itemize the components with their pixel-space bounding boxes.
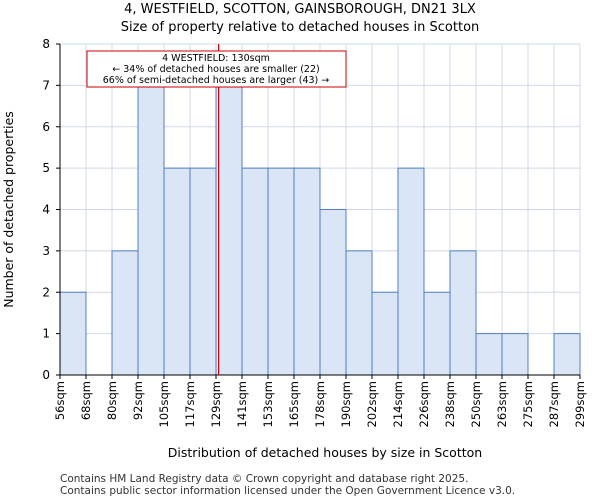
x-tick-label: 190sqm — [339, 381, 353, 427]
annotation-box: 4 WESTFIELD: 130sqm ← 34% of detached ho… — [86, 50, 347, 88]
annotation-line-2: ← 34% of detached houses are smaller (22… — [112, 64, 319, 75]
y-tick-label: 1 — [42, 327, 50, 341]
bars — [59, 84, 581, 376]
x-tick-label: 129sqm — [209, 381, 223, 427]
bar — [501, 333, 529, 376]
annotation-rect — [86, 50, 347, 88]
chart-title: 4, WESTFIELD, SCOTTON, GAINSBOROUGH, DN2… — [124, 2, 476, 17]
y-tick-label: 0 — [42, 368, 50, 382]
x-tick-label: 56sqm — [53, 381, 67, 420]
y-axis: 0 1 2 3 4 5 6 7 8 — [42, 37, 60, 382]
bar — [111, 250, 139, 376]
annotation-line-3: 66% of semi-detached houses are larger (… — [103, 75, 330, 86]
bar — [293, 167, 321, 376]
bar — [189, 167, 217, 376]
x-tick-label: 250sqm — [469, 381, 483, 427]
bar — [553, 333, 581, 376]
bar — [319, 209, 347, 376]
x-tick-label: 80sqm — [105, 381, 119, 420]
y-tick-label: 3 — [42, 244, 50, 258]
bar — [475, 333, 503, 376]
bar — [397, 167, 425, 376]
x-tick-label: 153sqm — [261, 381, 275, 427]
x-tick-label: 263sqm — [495, 381, 509, 427]
x-tick-label: 165sqm — [287, 381, 301, 427]
bar — [371, 291, 399, 376]
bar — [241, 167, 269, 376]
y-tick-label: 2 — [42, 285, 50, 299]
bar — [215, 84, 243, 376]
bar — [423, 291, 451, 376]
y-tick-label: 6 — [42, 120, 50, 134]
x-tick-label: 117sqm — [183, 381, 197, 427]
y-tick-label: 7 — [42, 78, 50, 92]
x-axis-label: Distribution of detached houses by size … — [168, 445, 482, 460]
y-tick-label: 5 — [42, 161, 50, 175]
bar — [137, 84, 165, 376]
bar — [449, 250, 477, 376]
x-tick-label: 202sqm — [365, 381, 379, 427]
x-tick-label: 238sqm — [443, 381, 457, 427]
y-axis-label: Number of detached properties — [1, 111, 16, 308]
x-tick-label: 68sqm — [79, 381, 93, 420]
x-tick-label: 105sqm — [157, 381, 171, 427]
x-axis: 56sqm 68sqm 80sqm 92sqm 105sqm 117sqm 129sqm 14… — [53, 375, 587, 427]
chart-subtitle: Size of property relative to detached ho… — [120, 20, 480, 35]
bar — [163, 167, 191, 376]
x-tick-label: 214sqm — [391, 381, 405, 427]
y-tick-label: 4 — [42, 203, 50, 217]
x-tick-label: 178sqm — [313, 381, 327, 427]
x-tick-label: 299sqm — [573, 381, 587, 427]
x-tick-label: 141sqm — [235, 381, 249, 427]
x-tick-label: 92sqm — [131, 381, 145, 420]
bar — [345, 250, 373, 376]
bar — [267, 167, 295, 376]
y-tick-label: 8 — [42, 37, 50, 51]
x-tick-label: 287sqm — [547, 381, 561, 427]
x-tick-label: 226sqm — [417, 381, 431, 427]
bar — [59, 291, 87, 376]
x-tick-label: 275sqm — [521, 381, 535, 427]
footer-licence: Contains public sector information licen… — [60, 485, 516, 497]
footer-copyright: Contains HM Land Registry data © Crown c… — [60, 473, 469, 485]
annotation-line-1: 4 WESTFIELD: 130sqm — [162, 53, 270, 64]
